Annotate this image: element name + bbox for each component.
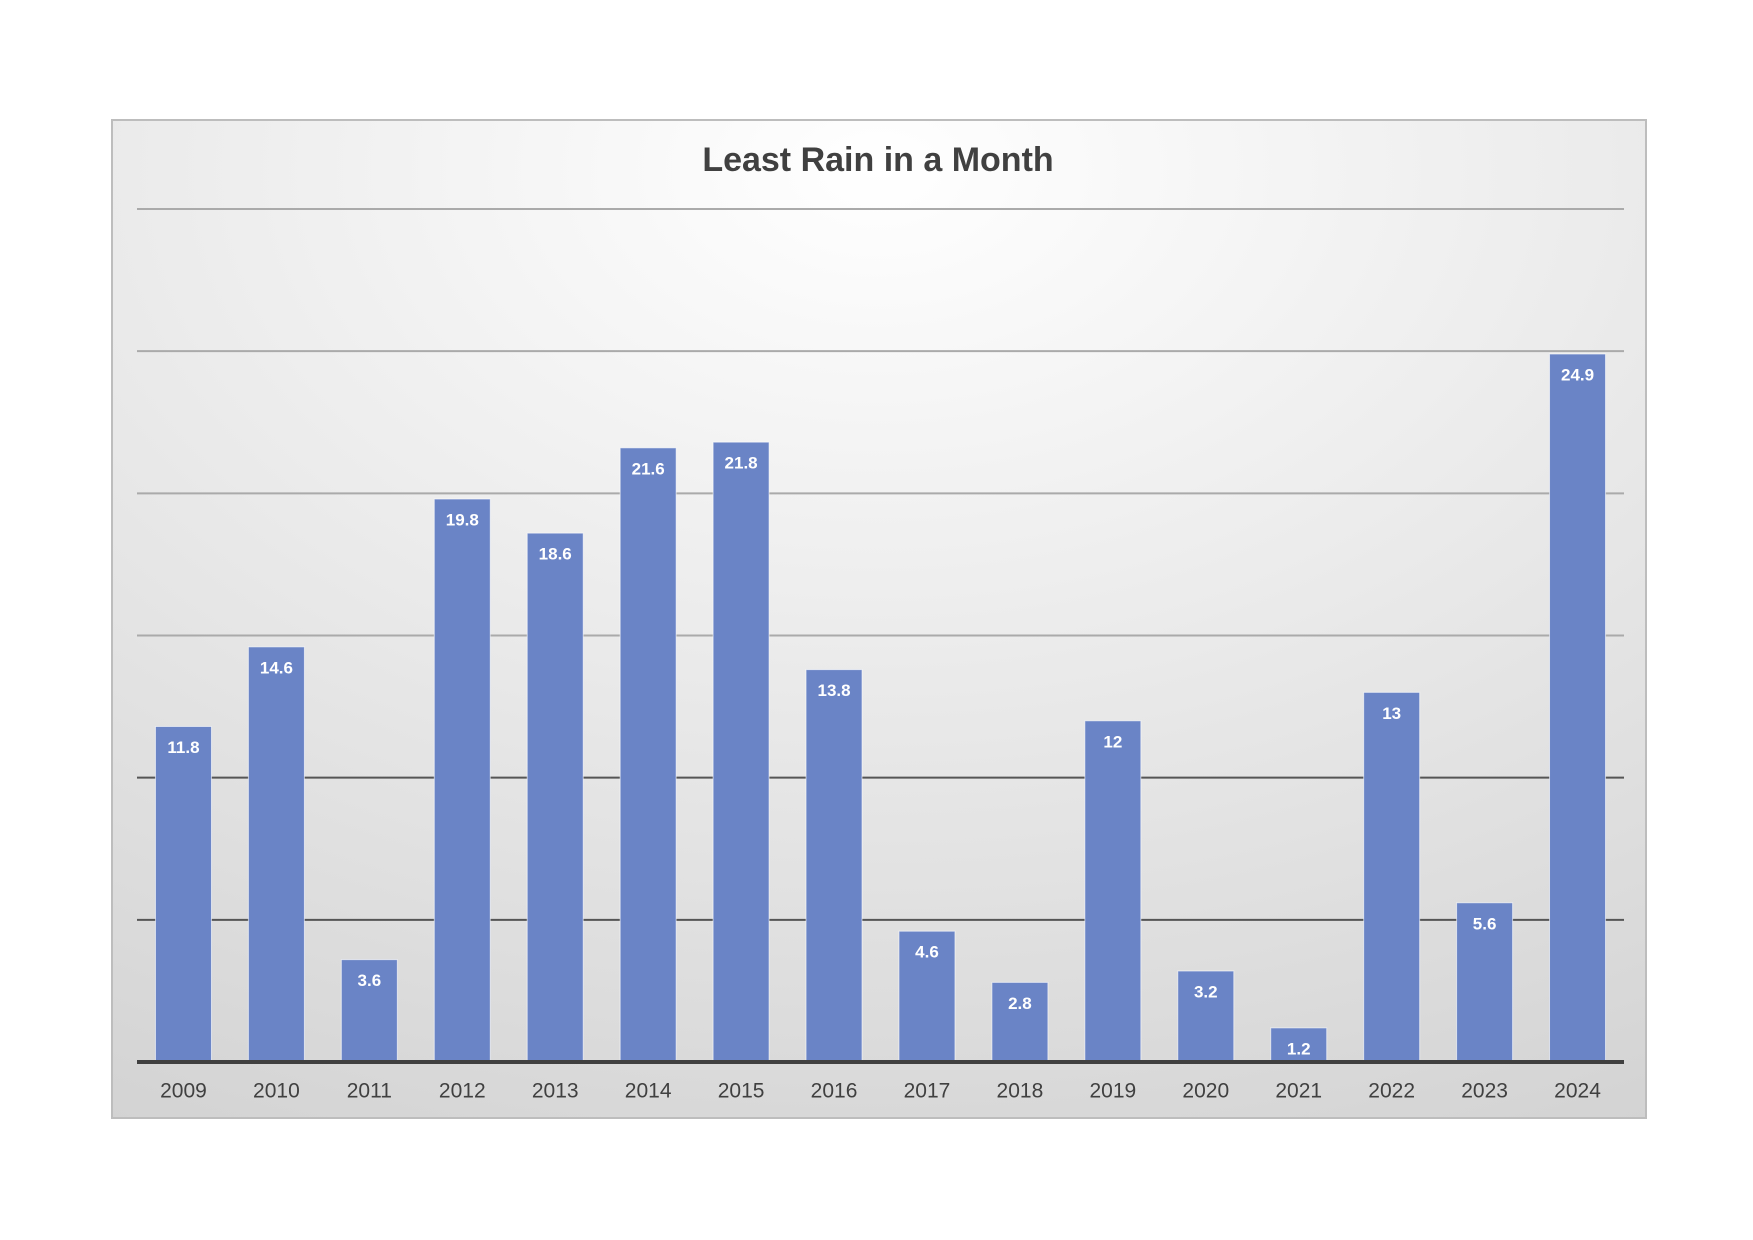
x-tick-label: 2013 <box>532 1080 579 1103</box>
bar <box>805 669 863 1063</box>
value-label: 5.6 <box>1473 914 1497 933</box>
bar <box>340 959 398 1063</box>
value-label: 21.6 <box>632 459 665 478</box>
x-tick-label: 2012 <box>439 1080 486 1103</box>
value-label: 12 <box>1103 732 1122 751</box>
value-label: 21.8 <box>725 454 758 473</box>
bar <box>1270 1027 1328 1063</box>
value-label: 13 <box>1382 704 1401 723</box>
x-tick-label: 2020 <box>1182 1080 1229 1103</box>
value-label: 4.6 <box>915 943 939 962</box>
bar <box>1549 353 1607 1063</box>
value-label: 11.8 <box>167 738 199 757</box>
x-tick-label: 2009 <box>160 1080 207 1103</box>
x-tick-label: 2018 <box>997 1080 1044 1103</box>
bar <box>1363 691 1421 1063</box>
x-tick-label: 2015 <box>718 1080 765 1103</box>
x-tick-label: 2014 <box>625 1080 672 1103</box>
bar <box>433 498 491 1063</box>
value-label: 3.2 <box>1194 982 1218 1001</box>
value-label: 2.8 <box>1008 994 1032 1013</box>
bar <box>619 447 677 1063</box>
bar <box>154 725 212 1063</box>
chart-title: Least Rain in a Month <box>702 141 1053 179</box>
bar <box>1456 902 1514 1063</box>
x-tick-label: 2011 <box>347 1080 392 1103</box>
bar <box>1177 970 1235 1063</box>
x-tick-label: 2017 <box>904 1080 951 1103</box>
bar <box>1084 720 1142 1063</box>
x-tick-label: 2019 <box>1089 1080 1136 1103</box>
bar <box>898 930 956 1063</box>
bar <box>526 532 584 1063</box>
bar <box>712 441 770 1063</box>
bar <box>247 646 305 1063</box>
value-label: 14.6 <box>260 658 293 677</box>
x-tick-label: 2021 <box>1275 1080 1322 1103</box>
value-label: 19.8 <box>446 511 479 530</box>
value-label: 1.2 <box>1287 1039 1311 1058</box>
value-label: 3.6 <box>358 971 382 990</box>
x-tick-label: 2022 <box>1368 1080 1415 1103</box>
x-tick-label: 2023 <box>1461 1080 1508 1103</box>
value-label: 18.6 <box>539 545 572 564</box>
value-label: 13.8 <box>817 681 850 700</box>
value-label: 24.9 <box>1561 365 1594 384</box>
bar <box>991 981 1049 1063</box>
x-tick-label: 2024 <box>1554 1080 1601 1103</box>
x-tick-label: 2010 <box>253 1080 300 1103</box>
x-tick-label: 2016 <box>811 1080 858 1103</box>
